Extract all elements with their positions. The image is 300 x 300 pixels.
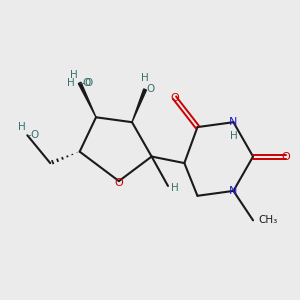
Text: H: H	[141, 73, 149, 83]
Text: H: H	[171, 183, 179, 193]
Text: H: H	[18, 122, 26, 132]
Text: O: O	[281, 152, 290, 161]
Text: O: O	[115, 178, 123, 188]
Text: H: H	[230, 131, 237, 141]
Text: N: N	[229, 186, 238, 196]
Text: CH₃: CH₃	[258, 215, 277, 225]
Text: O: O	[147, 85, 155, 94]
Text: H: H	[70, 70, 78, 80]
Text: -O: -O	[80, 78, 92, 88]
Text: N: N	[229, 117, 238, 127]
Text: H: H	[67, 78, 75, 88]
Polygon shape	[78, 82, 96, 117]
Text: -O: -O	[28, 130, 40, 140]
Polygon shape	[132, 89, 146, 122]
Text: -O: -O	[81, 78, 94, 88]
Text: O: O	[170, 93, 179, 103]
